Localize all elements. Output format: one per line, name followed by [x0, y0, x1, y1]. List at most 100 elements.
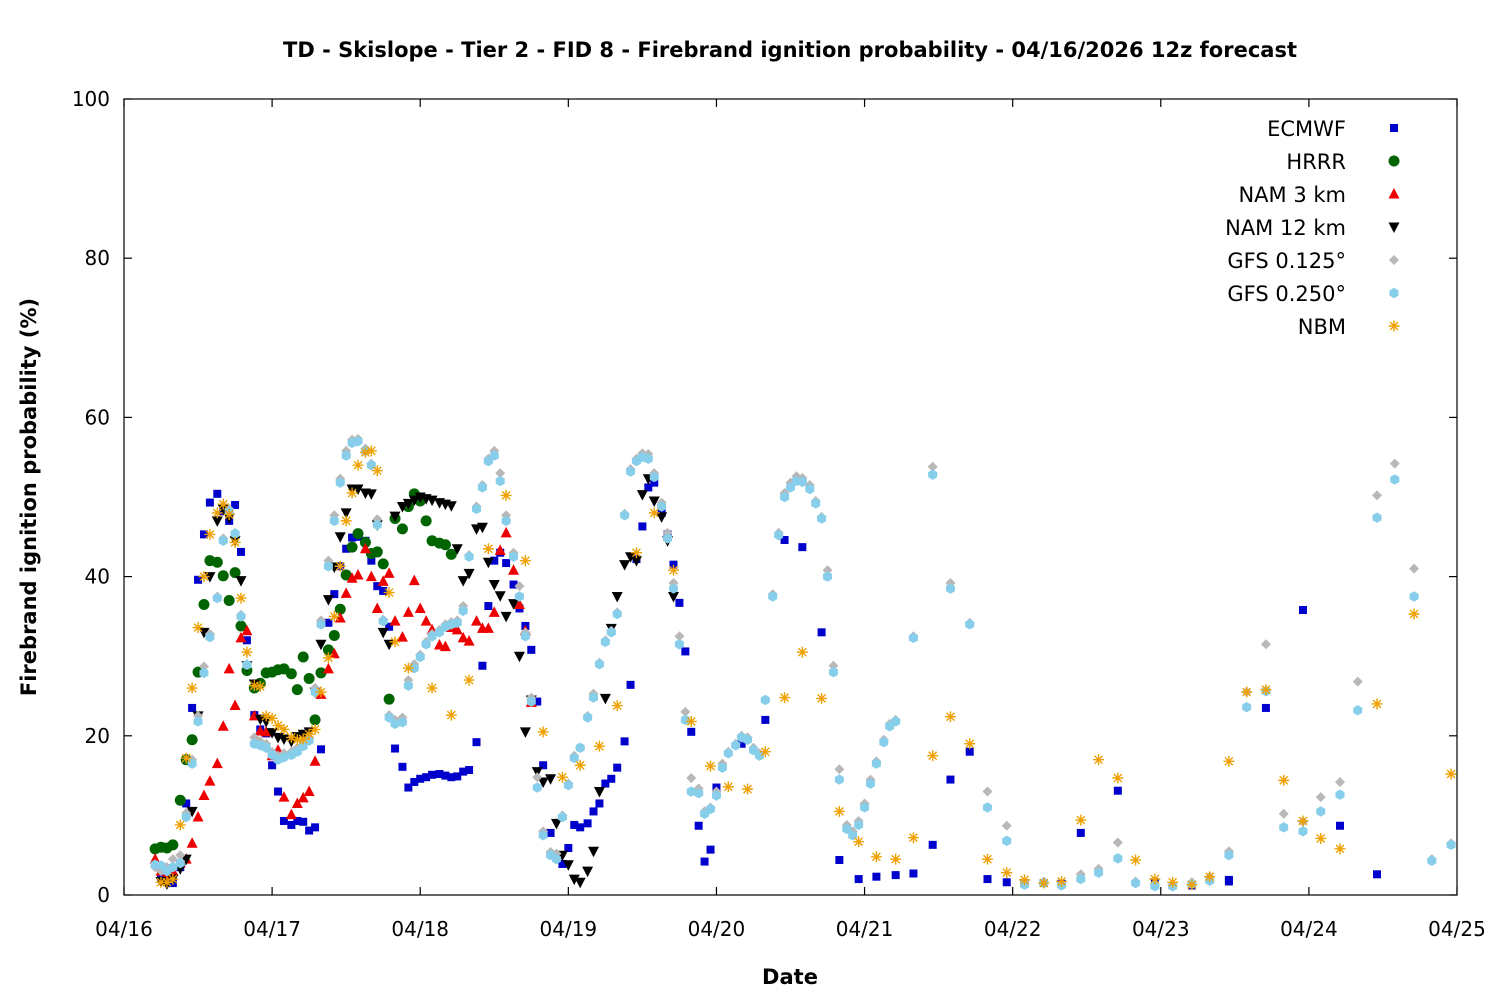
legend-label: NBM	[1298, 315, 1346, 339]
data-point	[194, 575, 203, 584]
data-point	[1335, 821, 1344, 830]
data-point	[626, 680, 635, 689]
data-point	[211, 757, 223, 769]
data-point	[1093, 754, 1105, 766]
data-point	[231, 500, 240, 509]
data-point	[235, 631, 247, 643]
data-point	[193, 716, 203, 727]
data-point	[780, 491, 790, 503]
data-point	[532, 782, 542, 793]
data-point	[626, 466, 636, 477]
data-point	[260, 725, 272, 737]
data-point	[723, 748, 733, 759]
data-point	[570, 820, 579, 829]
data-point	[680, 706, 691, 717]
data-point	[1001, 820, 1012, 831]
data-point	[303, 785, 315, 797]
data-point	[198, 789, 210, 800]
data-point	[853, 836, 865, 848]
data-point	[1278, 774, 1290, 786]
data-point	[551, 853, 561, 865]
data-point	[328, 630, 340, 642]
data-point	[965, 747, 974, 756]
data-point	[907, 832, 919, 844]
data-point	[982, 786, 993, 797]
data-point	[285, 731, 297, 743]
axis-ticks: 04/16 04/17 04/18 04/19 04/20 04/21 04/22 04/23…	[72, 87, 1486, 941]
data-point	[983, 875, 992, 884]
data-point	[377, 575, 389, 586]
data-point	[537, 726, 549, 738]
legend-marker	[1390, 124, 1398, 132]
data-point	[167, 854, 178, 865]
data-point	[463, 635, 475, 646]
data-point	[500, 611, 512, 623]
data-point	[230, 528, 240, 539]
data-point	[599, 693, 611, 705]
data-point	[199, 530, 208, 539]
data-point	[373, 582, 382, 591]
data-point	[428, 770, 437, 779]
data-point	[211, 556, 223, 568]
data-point	[1150, 881, 1160, 892]
data-point	[414, 602, 426, 613]
data-point	[1131, 877, 1141, 889]
data-point	[346, 487, 358, 499]
data-point	[439, 640, 451, 652]
data-point	[482, 557, 494, 569]
data-point	[175, 857, 185, 869]
data-point	[796, 646, 808, 658]
data-point	[583, 819, 592, 828]
data-point	[352, 528, 364, 540]
data-point	[229, 567, 241, 579]
x-tick-label: 04/18	[391, 917, 449, 941]
data-point	[420, 615, 432, 626]
data-point	[260, 710, 272, 722]
data-point	[365, 570, 377, 582]
data-point	[188, 703, 197, 712]
data-point	[668, 583, 678, 594]
data-point	[472, 503, 482, 515]
data-point	[445, 548, 457, 560]
data-point	[1019, 874, 1031, 886]
data-point	[613, 763, 622, 772]
data-point	[372, 519, 382, 531]
data-point	[798, 543, 807, 552]
data-point	[706, 803, 716, 815]
data-point	[478, 661, 487, 670]
data-point	[509, 551, 519, 562]
data-point	[464, 551, 474, 562]
data-point	[241, 624, 253, 636]
data-point	[663, 533, 673, 544]
data-point	[1278, 808, 1289, 819]
data-point	[501, 515, 511, 527]
data-point	[564, 844, 573, 853]
data-point	[717, 762, 727, 773]
data-point	[472, 738, 481, 747]
data-point	[211, 507, 223, 519]
data-point	[891, 716, 901, 727]
data-point	[398, 762, 407, 771]
data-point	[817, 513, 827, 524]
data-point	[359, 542, 371, 554]
data-point	[538, 830, 548, 841]
data-point	[161, 876, 173, 888]
data-point	[495, 468, 506, 479]
data-point	[236, 611, 246, 622]
data-point	[494, 544, 506, 555]
data-point	[359, 536, 371, 548]
data-point	[303, 728, 315, 740]
data-point	[371, 546, 383, 558]
data-point	[533, 697, 542, 706]
y-tick-label: 100	[72, 87, 110, 111]
data-point	[465, 766, 474, 775]
data-point	[625, 552, 637, 563]
data-point	[205, 498, 214, 507]
data-point	[287, 820, 296, 829]
data-point	[1223, 755, 1235, 767]
data-point	[1224, 877, 1233, 886]
data-point	[488, 606, 500, 617]
data-point	[1001, 867, 1013, 879]
data-point	[299, 817, 308, 826]
data-point	[377, 627, 389, 639]
